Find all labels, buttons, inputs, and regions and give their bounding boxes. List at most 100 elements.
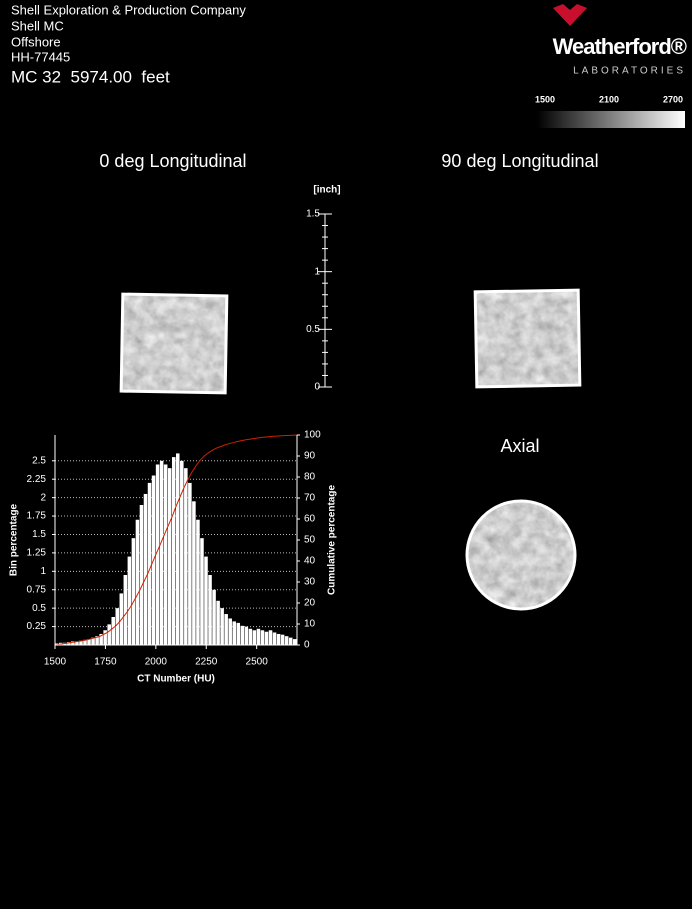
sample-id: HH-77445 xyxy=(11,49,70,64)
bar xyxy=(91,637,95,645)
ct-axial xyxy=(465,499,577,611)
bar xyxy=(99,633,103,645)
bar xyxy=(232,621,236,645)
y2-tick-label: 90 xyxy=(304,451,316,462)
y2-axis-label: Cumulative percentage xyxy=(327,485,338,595)
bar xyxy=(220,608,224,645)
y2-tick-label: 20 xyxy=(304,598,316,609)
y-tick-label: 0.25 xyxy=(27,621,47,632)
company: Shell Exploration & Production Company xyxy=(11,2,246,17)
x-tick-label: 2250 xyxy=(195,657,218,668)
y2-tick-label: 100 xyxy=(304,430,321,441)
bar xyxy=(272,632,277,645)
y-tick-label: 0.75 xyxy=(27,584,47,595)
scale-label: 1.5 xyxy=(306,209,320,220)
x-tick-label: 1500 xyxy=(44,657,67,668)
bar xyxy=(244,626,249,645)
bar xyxy=(280,634,285,645)
bar xyxy=(79,640,83,645)
bar xyxy=(236,622,241,645)
bar xyxy=(192,501,196,645)
y-tick-label: 2.25 xyxy=(27,474,47,485)
bar xyxy=(87,639,91,645)
y-tick-label: 2.5 xyxy=(32,455,46,466)
bar xyxy=(107,624,111,645)
y-tick-label: 1.25 xyxy=(27,548,47,559)
colorbar-label: 2700 xyxy=(663,94,683,104)
bar xyxy=(135,519,140,645)
location: Offshore xyxy=(11,34,61,49)
panel-title: 90 deg Longitudinal xyxy=(441,151,598,171)
y-tick-label: 1.5 xyxy=(32,529,46,540)
bar xyxy=(256,628,261,645)
colorbar xyxy=(537,111,685,128)
bar xyxy=(71,641,75,645)
bar xyxy=(196,519,200,645)
x-axis-label: CT Number (HU) xyxy=(137,674,215,685)
bar xyxy=(123,575,128,645)
bar xyxy=(184,468,188,645)
bar xyxy=(103,630,107,645)
bar xyxy=(167,468,172,645)
x-tick-label: 2000 xyxy=(145,657,168,668)
bar xyxy=(276,633,281,645)
bar xyxy=(143,493,148,645)
y-tick-label: 2 xyxy=(40,492,46,503)
logo-mark xyxy=(553,4,587,26)
bar xyxy=(260,630,265,645)
bar xyxy=(200,538,204,645)
y2-tick-label: 30 xyxy=(304,577,316,588)
logo-sub: LABORATORIES xyxy=(573,66,686,77)
scale-label: 0.5 xyxy=(306,324,320,335)
bar xyxy=(176,453,180,645)
y2-tick-label: 70 xyxy=(304,493,316,504)
bar xyxy=(163,464,168,645)
y-axis-label: Bin percentage xyxy=(9,503,20,576)
colorbar-label: 1500 xyxy=(535,94,555,104)
scale-label: 0 xyxy=(314,382,320,393)
bar xyxy=(228,618,232,645)
bar xyxy=(212,589,216,645)
bar xyxy=(216,600,220,645)
bar xyxy=(208,575,212,645)
y-tick-label: 1 xyxy=(40,566,46,577)
ct-slice xyxy=(119,292,229,395)
bar xyxy=(224,614,228,645)
bar xyxy=(155,464,160,645)
bar xyxy=(284,636,289,645)
bar xyxy=(83,639,87,645)
panel-title: Axial xyxy=(500,436,539,456)
y2-tick-label: 60 xyxy=(304,514,316,525)
bar xyxy=(264,631,269,645)
panel-title: 0 deg Longitudinal xyxy=(99,151,246,171)
bar xyxy=(268,630,273,645)
y2-tick-label: 40 xyxy=(304,556,316,567)
well: Shell MC xyxy=(11,18,64,33)
bar xyxy=(248,628,253,645)
bar xyxy=(115,608,120,645)
bar xyxy=(292,639,297,645)
x-tick-label: 1750 xyxy=(94,657,117,668)
bar xyxy=(75,641,79,645)
logo-brand: Weatherford® xyxy=(553,34,687,59)
cumulative-line xyxy=(54,434,298,646)
bar xyxy=(111,617,115,645)
bar xyxy=(180,460,184,645)
x-tick-label: 2500 xyxy=(246,657,269,668)
bar xyxy=(95,636,99,645)
ct-slice xyxy=(473,288,582,389)
bar xyxy=(67,642,71,645)
y2-tick-label: 50 xyxy=(304,535,316,546)
depth: MC 32 5974.00 feet xyxy=(11,67,170,86)
y2-tick-label: 10 xyxy=(304,619,316,630)
bar xyxy=(204,556,208,645)
bar xyxy=(188,482,192,645)
bar xyxy=(147,482,152,645)
bar xyxy=(288,637,293,645)
bar xyxy=(159,460,164,645)
bar xyxy=(252,630,257,645)
bar xyxy=(127,556,132,645)
bar xyxy=(171,457,176,645)
